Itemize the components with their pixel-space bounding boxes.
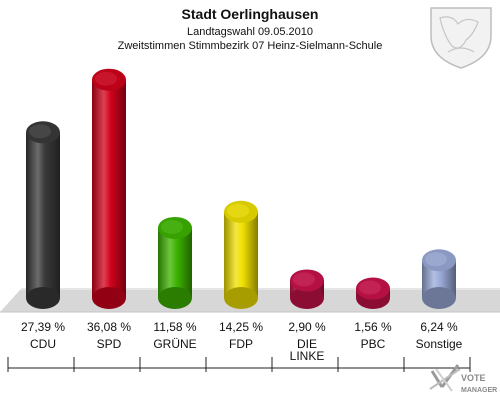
vote-manager-text-2: MANAGER <box>461 387 497 394</box>
chart-subtitle-district: Zweitstimmen Stimmbezirk 07 Heinz-Sielma… <box>118 40 383 52</box>
value-label-cdu: 27,39 % <box>21 320 65 334</box>
category-ticks-group <box>7 357 471 372</box>
bar-cdu <box>26 121 60 309</box>
value-label-die-linke: 2,90 % <box>288 320 326 334</box>
bars-group <box>26 68 456 309</box>
value-label-fdp: 14,25 % <box>219 320 263 334</box>
bar-spd <box>92 68 126 309</box>
category-labels-group: CDU SPD GRÜNE FDP DIE LINKE PBC Sonstige <box>30 337 463 363</box>
vote-manager-logo: VOTE MANAGER <box>429 364 497 394</box>
coat-of-arms-logo <box>430 7 492 69</box>
category-label-pbc: PBC <box>361 337 386 351</box>
bar-fdp <box>224 200 258 309</box>
category-label-cdu: CDU <box>30 337 56 351</box>
value-label-gr-ne: 11,58 % <box>153 320 196 334</box>
value-label-spd: 36,08 % <box>87 320 131 334</box>
category-label-die-linke: DIE LINKE <box>290 337 325 363</box>
bar-sonstige <box>422 249 456 309</box>
chart-title: Stadt Oerlinghausen <box>182 6 319 22</box>
value-label-pbc: 1,56 % <box>354 320 392 334</box>
bar-die-linke <box>290 269 324 309</box>
chart-subtitle-election: Landtagswahl 09.05.2010 <box>187 26 313 38</box>
value-label-sonstige: 6,24 % <box>420 320 458 334</box>
category-label-spd: SPD <box>97 337 122 351</box>
category-label-fdp: FDP <box>229 337 253 351</box>
category-label-gr-ne: GRÜNE <box>153 337 196 351</box>
bar-pbc <box>356 277 390 309</box>
vote-manager-text-1: VOTE <box>461 373 486 383</box>
value-labels-group: 27,39 % 36,08 % 11,58 % 14,25 % 2,90 % 1,56 %… <box>21 320 458 334</box>
category-label-sonstige: Sonstige <box>416 337 463 351</box>
bar-gr-ne <box>158 216 192 309</box>
